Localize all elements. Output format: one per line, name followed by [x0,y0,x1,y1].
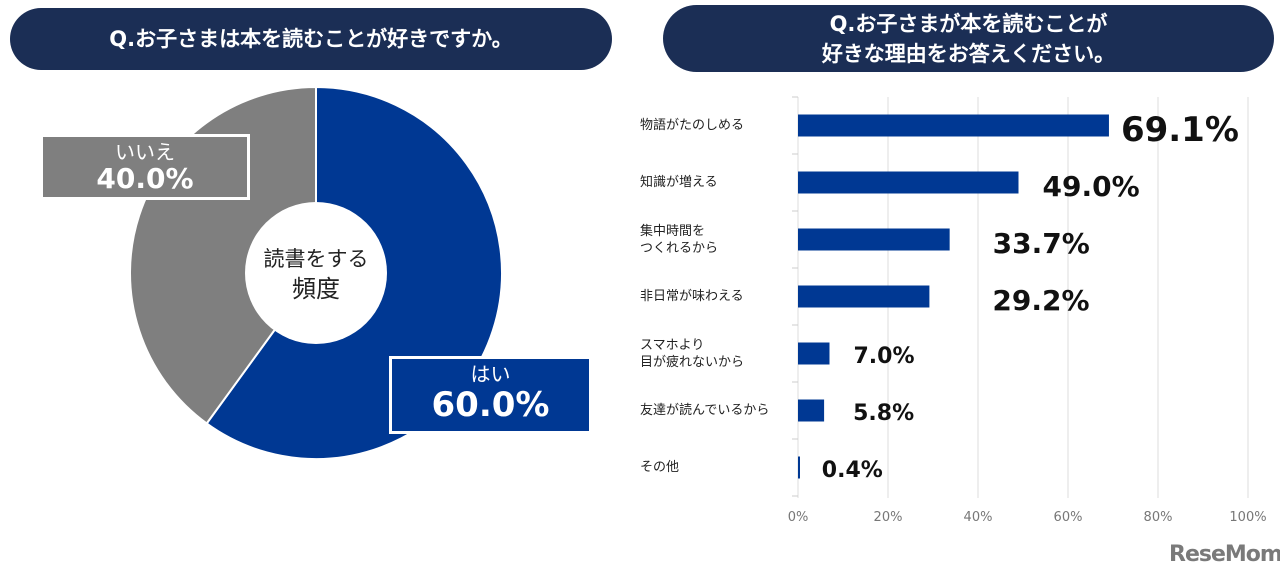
category-label: 非日常が味わえる [640,288,744,305]
bar-6 [798,456,800,479]
pie-title: Q.お子さまは本を読むことが好きですか。 [10,8,612,70]
x-tick-label: 20% [873,510,903,525]
x-tick-label: 0% [787,510,809,525]
category-label-line: 知識が増える [640,175,718,190]
bar-0 [798,114,1109,137]
category-label: その他 [640,459,679,476]
donut-center-label: 読書をする 頻度 [246,244,386,305]
category-label: 知識が増える [640,174,718,191]
resemom-logo: ReseMom. [1169,542,1280,567]
value-label: 69.1% [1120,109,1239,150]
center-label-line1: 読書をする [263,247,369,271]
x-tick-label: 80% [1143,510,1173,525]
bar-title: Q.お子さまが本を読むことが 好きな理由をお答えください。 [663,5,1274,72]
slice-label-no: いいえ 40.0% [40,134,250,200]
value-label: 29.2% [992,284,1090,318]
category-label-line: 物語がたのしめる [640,118,745,133]
value-label: 33.7% [992,227,1090,261]
value-label: 7.0% [853,344,915,370]
category-label: 物語がたのしめる [640,117,744,134]
value-label: 49.0% [1042,170,1140,204]
slice-value-yes: 60.0% [431,385,550,425]
bar-4 [798,342,830,365]
category-label-line: つくれるから [640,240,719,256]
category-label-line: 友達が読んでいるから [640,403,770,418]
bar-3 [798,285,930,308]
category-label-line: 非日常が味わえる [640,289,744,304]
category-label: 集中時間を つくれるから [640,223,718,257]
pie-title-text: Q.お子さまは本を読むことが好きですか。 [109,27,513,51]
bar-2 [798,228,950,251]
value-label: 5.8% [853,401,915,427]
center-label-line2: 頻度 [292,275,340,303]
category-label-line: その他 [640,460,680,475]
x-tick-label: 100% [1229,510,1267,525]
bar-title-line2: 好きな理由をお答えください。 [821,41,1116,66]
slice-name-no: いいえ [115,140,175,164]
x-tick-label: 40% [963,510,993,525]
slice-label-yes: はい 60.0% [389,356,592,434]
category-label: 友達が読んでいるから [640,402,769,419]
category-label-line: 目が疲れないから [640,354,745,370]
value-label: 0.4% [821,458,883,484]
category-label-line: スマホより [640,337,705,353]
category-label: スマホより 目が疲れないから [640,337,744,371]
bar-1 [798,171,1019,194]
bar-title-line1: Q.お子さまが本を読むことが [829,11,1108,36]
donut-hole [245,202,387,344]
slice-value-no: 40.0% [96,162,194,195]
bar-5 [798,399,825,422]
slice-name-yes: はい [470,362,511,386]
x-tick-label: 60% [1053,510,1083,525]
category-label-line: 集中時間を [640,223,706,239]
